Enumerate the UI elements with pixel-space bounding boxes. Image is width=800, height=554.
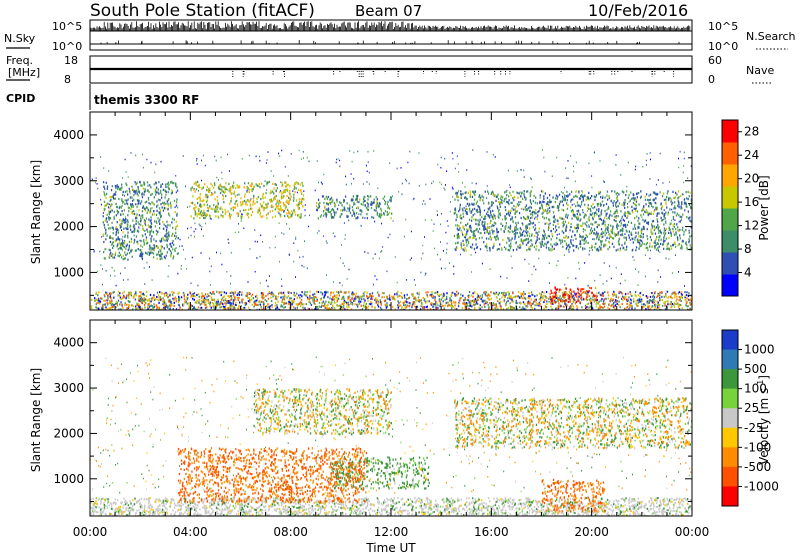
y-tick-label: 1000 (53, 265, 84, 279)
power-y-axis: 1000 2000 3000 4000 (53, 111, 692, 296)
nsky-tick-high: 10^5 (52, 20, 82, 33)
y-tick-label: 2000 (53, 426, 84, 440)
power-scatter-data (90, 149, 692, 310)
nave-trace (232, 71, 675, 78)
x-tick-label: 16:00 (474, 525, 509, 539)
colorbar-tick-label: 25 (744, 401, 759, 415)
colorbar-segment (722, 369, 738, 390)
colorbar-tick-label: 28 (744, 125, 759, 139)
colorbar-segment (722, 447, 738, 468)
colorbar-tick-label: -1000 (744, 479, 779, 493)
nsearch-tick-low: 10^0 (708, 40, 738, 53)
colorbar-segment (722, 388, 738, 409)
colorbar-tick-label: -100 (744, 440, 771, 454)
colorbar-segment (722, 466, 738, 487)
nave-tick-high: 60 (708, 54, 722, 67)
nsearch-tick-high: 10^5 (708, 20, 738, 33)
nave-tick-low: 0 (708, 73, 715, 86)
power-y-label: Slant Range [km] (29, 160, 43, 264)
colorbar-segment (722, 120, 738, 143)
colorbar-tick-label: 12 (744, 219, 759, 233)
colorbar-segment (722, 408, 738, 429)
scatter-points (90, 356, 692, 516)
y-tick-label: 3000 (53, 174, 84, 188)
velocity-scatter-data (90, 356, 692, 516)
beam-label: Beam 07 (355, 2, 422, 20)
nsearch-spikes (100, 40, 680, 44)
colorbar-segment (722, 427, 738, 448)
colorbar-segment (722, 186, 738, 209)
freq-unit: [MHz] (8, 66, 40, 79)
colorbar-tick-label: 100 (744, 382, 767, 396)
colorbar-tick-label: -500 (744, 460, 771, 474)
freq-panel: Freq. [MHz] 18 8 60 0 Nave (6, 54, 774, 86)
colorbar-tick-label: -25 (744, 421, 764, 435)
colorbar-tick-label: 8 (744, 242, 752, 256)
power-colorbar: 4 8 12 16 20 24 28 Power [dB] (721, 119, 771, 297)
date-label: 10/Feb/2016 (588, 1, 688, 20)
cpid-value: themis 3300 RF (94, 93, 199, 107)
nsky-tick-low: 10^0 (52, 40, 82, 53)
colorbar-segment (722, 274, 738, 297)
colorbar-tick-label: 1000 (744, 343, 775, 357)
scatter-points (549, 286, 598, 304)
velocity-colorbar: 1000 500 100 25 -25 -100 -500 -1000 Velocity [m… (721, 329, 779, 507)
nsky-trace (90, 21, 691, 44)
colorbar-segment (722, 252, 738, 275)
y-tick-label: 4000 (53, 128, 84, 142)
x-tick-label: 20:00 (574, 525, 609, 539)
x-tick-label: 12:00 (374, 525, 409, 539)
colorbar-segment (722, 330, 738, 351)
power-colorbar-label: Power [dB] (757, 175, 771, 240)
freq-label: Freq. (6, 54, 33, 67)
nsky-label: N.Sky (4, 32, 36, 45)
freq-tick-high: 18 (64, 54, 78, 67)
nsky-spikes (90, 21, 691, 31)
colorbar-segment (722, 230, 738, 253)
colorbar-tick-label: 4 (744, 266, 752, 280)
colorbar-tick-label: 20 (744, 172, 759, 186)
nave-label: Nave (746, 64, 774, 77)
cpid-label: CPID (6, 92, 35, 105)
y-tick-label: 4000 (53, 336, 84, 350)
colorbar-tick-label: 500 (744, 362, 767, 376)
colorbar-segment (722, 486, 738, 507)
freq-tick-low: 8 (64, 73, 71, 86)
x-tick-label: 08:00 (273, 525, 308, 539)
power-panel: 1000 2000 3000 4000 Slant Range [km] (29, 111, 693, 311)
velocity-y-axis: 1000 2000 3000 4000 (53, 319, 692, 502)
nsky-panel: N.Sky 10^5 10^0 10^5 10^0 N.Search (4, 19, 796, 53)
nave-dots (232, 71, 675, 78)
y-tick-label: 3000 (53, 381, 84, 395)
velocity-panel: 1000 2000 3000 4000 00:00 04:00 08:00 12:00 16:… (29, 319, 710, 554)
colorbar-tick-label: 24 (744, 148, 759, 162)
x-axis-label: Time UT (365, 541, 416, 554)
x-tick-label: 00:00 (73, 525, 108, 539)
colorbar-segment (722, 208, 738, 231)
colorbar-segment (722, 349, 738, 370)
colorbar-segment (722, 142, 738, 165)
x-tick-label: 00:00 (675, 525, 710, 539)
velocity-y-label: Slant Range [km] (29, 368, 43, 472)
nsearch-label: N.Search (746, 30, 796, 43)
colorbar-tick-label: 16 (744, 195, 759, 209)
velocity-x-axis: 00:00 04:00 08:00 12:00 16:00 20:00 00:00 (73, 320, 710, 539)
y-tick-label: 1000 (53, 472, 84, 486)
velocity-colorbar-label: Velocity [m s-1] (756, 375, 771, 465)
power-x-ticks (89, 112, 693, 310)
x-tick-label: 04:00 (173, 525, 208, 539)
colorbar-segment (722, 164, 738, 187)
station-title: South Pole Station (fitACF) (90, 1, 315, 21)
y-tick-label: 2000 (53, 220, 84, 234)
